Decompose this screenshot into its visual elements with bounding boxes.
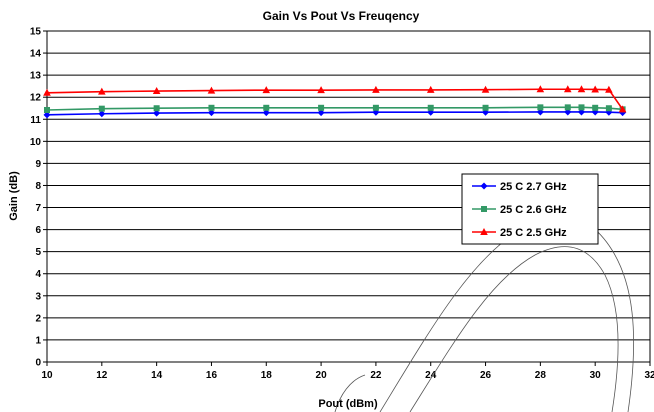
data-point [207,86,216,94]
y-tick-label: 3 [35,291,41,302]
y-tick-label: 1 [35,335,41,346]
x-tick-label: 30 [590,370,602,381]
x-tick-label: 16 [206,370,218,381]
y-tick-label: 6 [35,225,41,236]
legend-marker [480,228,488,235]
data-point [317,109,325,117]
data-point [605,105,612,112]
y-tick-label: 0 [35,358,41,369]
series-layer [43,85,627,119]
x-tick-label: 24 [425,370,437,381]
data-point [591,85,599,93]
legend-label: 25 C 2.5 GHz [500,227,567,239]
legend-item: 25 C 2.5 GHz [472,227,567,239]
data-point [577,85,586,93]
y-tick-label: 4 [35,269,41,280]
data-point [482,104,489,111]
x-tick-label: 12 [96,370,108,381]
data-point [263,104,270,111]
legend-item: 25 C 2.7 GHz [472,181,567,193]
y-axis-label: Gain (dB) [8,171,20,221]
data-point [262,86,271,94]
data-point [564,104,571,111]
chart-title: Gain Vs Pout Vs Freuqency [263,9,420,23]
legend-label: 25 C 2.7 GHz [500,181,567,193]
x-tick-label: 20 [316,370,328,381]
data-point [317,86,325,94]
y-tick-label: 11 [30,115,41,126]
data-point [563,85,572,93]
series-25ghz [43,85,627,113]
data-point [618,105,627,113]
series-26ghz [44,104,626,113]
data-point [207,109,215,117]
data-point [208,104,215,111]
data-point [536,85,545,93]
data-point [98,110,106,118]
data-point [44,106,50,113]
data-point [537,104,544,111]
x-tick-label: 18 [261,370,273,381]
data-point [426,85,435,93]
data-point [372,104,379,111]
data-point [318,104,325,111]
y-tick-label: 13 [30,71,42,82]
x-tick-label: 32 [644,370,654,381]
y-tick-label: 7 [35,203,41,214]
data-point [153,109,161,117]
x-axis-ticks: 10 12 14 16 18 20 22 24 26 28 30 32 [41,362,654,381]
y-tick-label: 9 [35,159,41,170]
legend-marker [481,206,487,212]
data-point [605,85,613,93]
x-tick-label: 10 [41,370,53,381]
data-point [372,85,380,93]
data-point [592,104,599,111]
data-point [481,85,490,93]
y-tick-label: 14 [30,49,42,60]
data-point [98,105,105,112]
legend-item: 25 C 2.6 GHz [472,204,567,216]
data-point [427,104,434,111]
legend-marker [480,182,488,190]
x-axis-label: Pout (dBm) [318,398,378,410]
x-tick-label: 22 [370,370,382,381]
data-point [43,88,51,96]
y-tick-label: 5 [35,247,41,258]
x-tick-label: 14 [151,370,163,381]
legend: 25 C 2.7 GHz 25 C 2.6 GHz 25 C 2.5 GHz [461,173,599,245]
data-point [262,109,270,117]
y-tick-label: 10 [30,137,42,148]
data-point [578,104,585,111]
y-tick-label: 8 [35,181,41,192]
x-tick-label: 26 [480,370,492,381]
y-tick-label: 15 [30,27,42,38]
data-point [43,111,51,119]
x-tick-label: 28 [535,370,547,381]
y-tick-label: 12 [30,93,42,104]
legend-label: 25 C 2.6 GHz [500,204,567,216]
y-tick-label: 2 [35,313,41,324]
data-point [152,87,161,95]
data-point [98,87,106,95]
data-point [153,105,160,112]
